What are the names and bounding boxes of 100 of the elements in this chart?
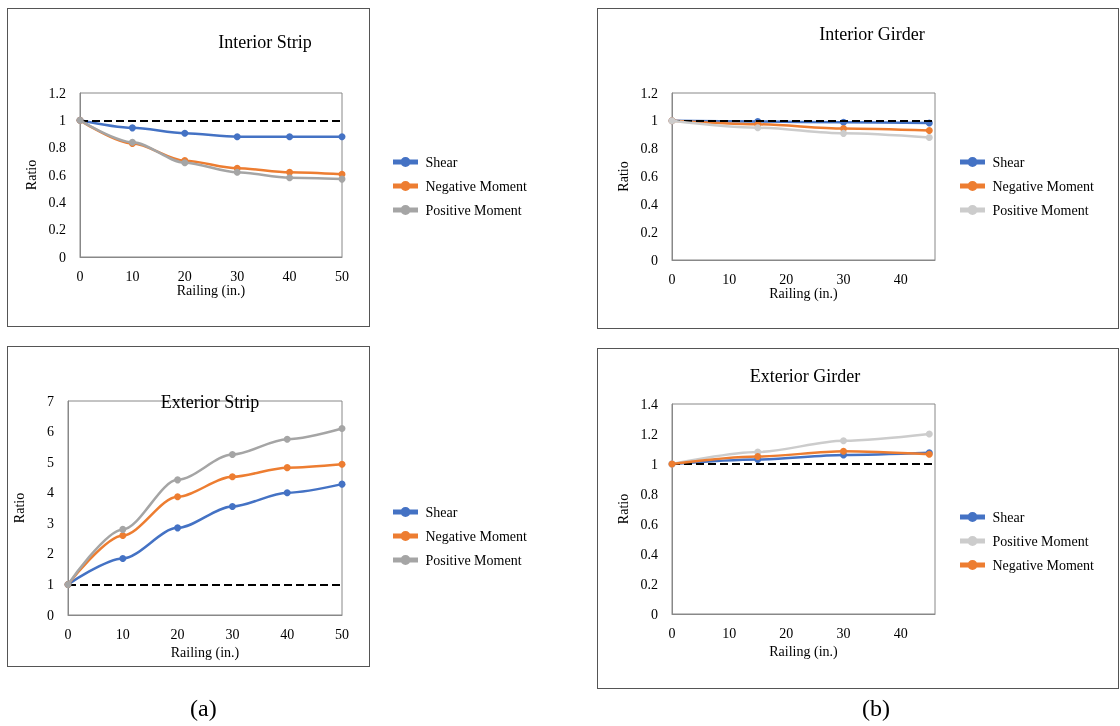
point: [283, 435, 291, 443]
x-tick-label: 40: [280, 626, 295, 642]
y-axis-title: Ratio: [11, 492, 27, 524]
legend-label: Shear: [425, 154, 458, 170]
text: (a): [190, 695, 217, 721]
y-tick-label: 1.2: [48, 85, 66, 101]
x-axis-title: Railing (in.): [769, 644, 839, 661]
legend-label: Negative Moment: [425, 178, 528, 194]
point: [233, 168, 241, 176]
legend-label: Shear: [425, 504, 458, 520]
x-tick-label: 50: [335, 268, 349, 284]
point: [338, 425, 346, 433]
y-tick-label: 0.8: [48, 140, 66, 156]
y-tick-label: 1.2: [640, 426, 658, 442]
y-tick-label: 1.2: [640, 85, 658, 101]
y-tick-label: 7: [47, 393, 54, 409]
y-tick-label: 1: [47, 576, 54, 592]
y-axis-title: Ratio: [615, 493, 631, 525]
point: [174, 476, 182, 484]
point: [338, 460, 346, 468]
y-tick-label: 0.4: [48, 194, 66, 210]
y-tick-label: 5: [47, 454, 54, 470]
legend-label: Negative Moment: [425, 528, 528, 544]
x-tick-label: 20: [177, 268, 192, 284]
y-axis-title: Ratio: [615, 161, 631, 192]
point: [119, 525, 127, 533]
point: [228, 473, 236, 481]
point: [174, 493, 182, 501]
x-tick-label: 10: [722, 625, 737, 641]
point: [228, 451, 236, 458]
x-tick-label: 10: [115, 626, 130, 642]
y-tick-label: 0.4: [640, 196, 658, 212]
y-tick-label: 0.2: [48, 222, 66, 238]
y-tick-label: 0.4: [640, 546, 658, 562]
y-axis-title: Ratio: [23, 159, 39, 191]
point: [181, 129, 189, 137]
point: [338, 133, 346, 141]
x-axis-title: Railing (in.): [176, 283, 246, 300]
y-tick-label: 0: [651, 252, 658, 268]
point: [119, 532, 127, 540]
x-tick-label: 30: [230, 268, 245, 284]
x-tick-label: 0: [668, 271, 676, 287]
y-tick-label: 6: [47, 424, 54, 440]
x-tick-label: 40: [893, 271, 908, 287]
y-tick-label: 0.6: [48, 167, 66, 183]
point: [754, 124, 762, 132]
legend-label: Positive Moment: [992, 533, 1089, 549]
point: [174, 524, 182, 532]
y-tick-label: 2: [47, 546, 54, 562]
point: [228, 502, 236, 510]
x-tick-label: 20: [779, 625, 794, 641]
x-axis-title: Railing (in.): [170, 645, 240, 662]
point: [119, 554, 127, 562]
x-tick-label: 30: [836, 625, 851, 641]
legend-label: Shear: [992, 509, 1025, 525]
point: [840, 129, 848, 137]
point: [128, 124, 136, 132]
chart-title: Exterior Strip: [160, 392, 260, 412]
x-tick-label: 40: [893, 625, 908, 641]
x-tick-label: 0: [76, 268, 84, 284]
point: [286, 174, 294, 182]
x-tick-label: 40: [282, 268, 297, 284]
chart-title: Interior Girder: [819, 24, 925, 44]
y-tick-label: 1.4: [640, 396, 658, 412]
y-tick-label: 0: [59, 249, 66, 265]
x-tick-label: 30: [836, 271, 851, 287]
x-tick-label: 0: [668, 625, 676, 641]
point: [283, 464, 291, 472]
x-tick-label: 10: [125, 268, 140, 284]
y-tick-label: 0.6: [640, 169, 658, 184]
y-tick-label: 4: [47, 485, 54, 501]
x-axis-title: Railing (in.): [769, 286, 839, 303]
legend-label: Negative Moment: [992, 557, 1095, 573]
point: [840, 447, 848, 455]
chart-title: Interior Strip: [218, 32, 312, 52]
legend-label: Positive Moment: [425, 202, 522, 218]
y-tick-label: 0: [47, 607, 54, 623]
x-tick-label: 30: [225, 626, 240, 642]
point: [925, 127, 933, 135]
y-tick-label: 0.8: [640, 486, 658, 502]
x-tick-label: 20: [779, 271, 794, 287]
point: [286, 133, 294, 141]
y-tick-label: 0.2: [640, 576, 658, 592]
legend-label: Negative Moment: [992, 178, 1095, 194]
point: [840, 437, 848, 445]
legend-label: Positive Moment: [425, 552, 522, 568]
y-tick-label: 1: [651, 113, 658, 129]
point: [233, 133, 241, 141]
point: [925, 134, 933, 142]
y-tick-label: 0.6: [640, 516, 658, 532]
y-tick-label: 0.8: [640, 141, 658, 157]
y-tick-label: 0.2: [640, 224, 658, 240]
x-tick-label: 10: [722, 271, 737, 287]
y-tick-label: 1: [59, 112, 66, 128]
x-tick-label: 20: [170, 626, 185, 642]
x-tick-label: 50: [335, 626, 349, 642]
y-tick-label: 0: [651, 606, 658, 622]
text: (b): [862, 695, 890, 721]
legend-label: Shear: [992, 154, 1025, 170]
y-tick-label: 3: [47, 515, 54, 531]
